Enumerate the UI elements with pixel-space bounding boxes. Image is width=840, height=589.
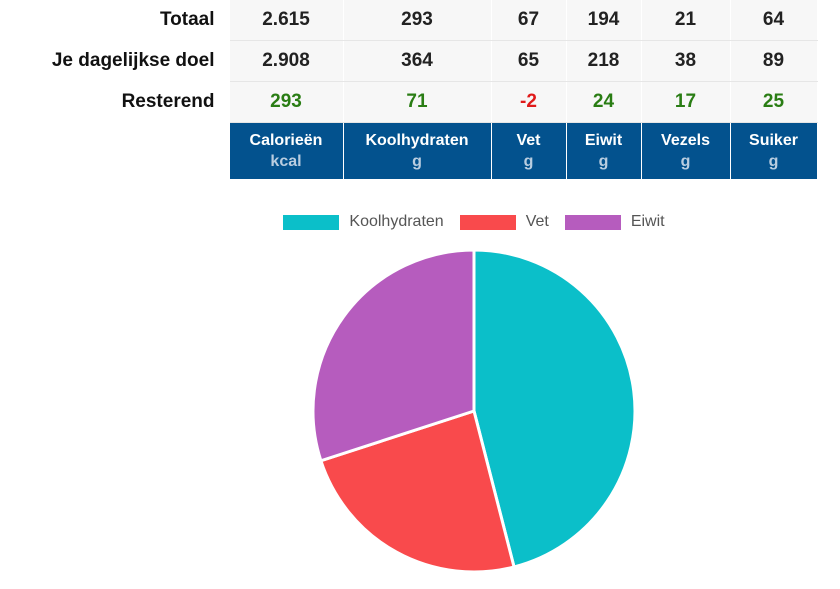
column-header-row: Calorieën kcal Koolhydraten g Vet g Eiwit g … — [0, 122, 818, 179]
cell-sugar: 64 — [730, 0, 818, 41]
column-unit: g — [680, 153, 691, 170]
column-header-carbs: Koolhydraten g — [343, 122, 492, 179]
cell-fiber: 21 — [641, 0, 731, 41]
column-unit: g — [412, 153, 422, 170]
cell-fat: -2 — [491, 81, 567, 123]
row-daily-goal: Je dagelijkse doel 2.908 364 65 218 38 8… — [0, 40, 818, 82]
column-header-calories: Calorieën kcal — [229, 122, 344, 179]
cell-protein: 194 — [566, 0, 642, 41]
pie-slice-vet[interactable] — [318, 409, 516, 574]
legend-swatch — [564, 214, 621, 230]
row-totaal: Totaal 2.615 293 67 194 21 64 — [0, 0, 818, 41]
cell-calories: 2.615 — [229, 0, 344, 41]
cell-carbs: 71 — [343, 81, 492, 123]
nutrition-table: Totaal 2.615 293 67 194 21 64 Je dagelij… — [0, 0, 818, 179]
column-name: Vezels — [661, 132, 710, 149]
legend-item-vet[interactable]: Vet — [459, 213, 549, 231]
column-unit: g — [523, 153, 534, 170]
column-name: Koolhydraten — [365, 132, 469, 149]
cell-protein: 218 — [566, 40, 642, 82]
legend-swatch — [283, 214, 340, 230]
legend-label: Eiwit — [630, 213, 665, 230]
cell-calories: 2.908 — [229, 40, 344, 82]
pie-slice-eiwit[interactable] — [311, 248, 476, 463]
column-unit: kcal — [270, 153, 302, 170]
cell-fat: 65 — [491, 40, 567, 82]
column-name: Vet — [516, 132, 541, 149]
column-header-fat: Vet g — [491, 122, 567, 179]
column-name: Suiker — [749, 132, 798, 149]
cell-fiber: 17 — [641, 81, 731, 123]
chart-legend: Koolhydraten Vet Eiwit — [0, 213, 840, 231]
row-remaining: Resterend 293 71 -2 24 17 25 — [0, 81, 818, 123]
column-name: Eiwit — [584, 132, 623, 149]
legend-label: Koolhydraten — [349, 213, 444, 230]
legend-item-eiwit[interactable]: Eiwit — [564, 213, 665, 231]
column-header-fiber: Vezels g — [641, 122, 731, 179]
cell-fat: 67 — [491, 0, 567, 41]
column-name: Calorieën — [249, 132, 323, 149]
row-label: Totaal — [0, 0, 230, 41]
column-header-sugar: Suiker g — [730, 122, 818, 179]
cell-sugar: 89 — [730, 40, 818, 82]
cell-sugar: 25 — [730, 81, 818, 123]
column-unit: g — [598, 153, 609, 170]
cell-carbs: 293 — [343, 0, 492, 41]
pie-slice-koolhydraten[interactable] — [472, 248, 637, 569]
legend-label: Vet — [525, 213, 549, 230]
cell-carbs: 364 — [343, 40, 492, 82]
cell-fiber: 38 — [641, 40, 731, 82]
row-label: Je dagelijkse doel — [0, 40, 230, 82]
column-unit: g — [768, 153, 779, 170]
cell-calories: 293 — [229, 81, 344, 123]
legend-swatch — [459, 214, 516, 230]
column-header-protein: Eiwit g — [566, 122, 642, 179]
row-label: Resterend — [0, 81, 230, 123]
cell-protein: 24 — [566, 81, 642, 123]
legend-item-koolhydraten[interactable]: Koolhydraten — [283, 213, 444, 231]
